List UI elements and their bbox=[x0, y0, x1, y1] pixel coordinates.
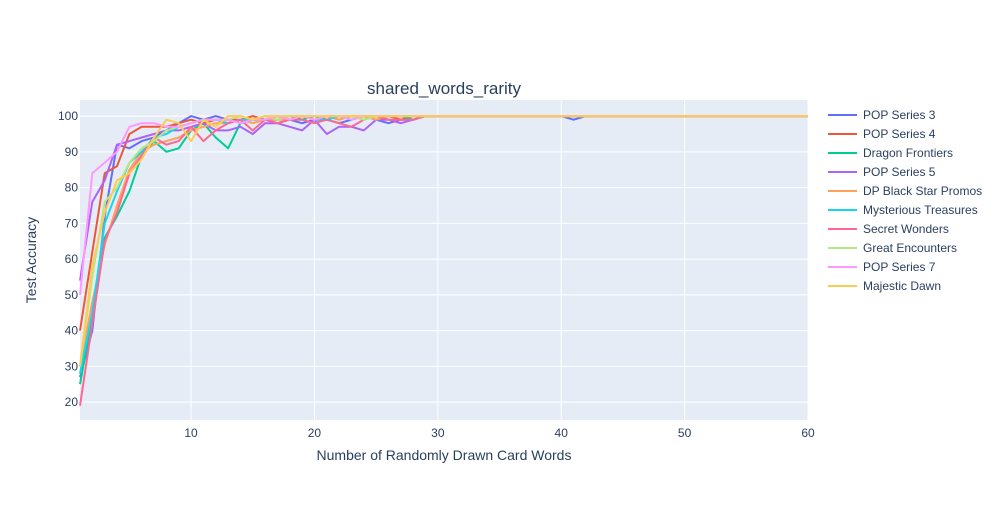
y-tick-label: 90 bbox=[65, 145, 79, 159]
grid-layer bbox=[80, 100, 809, 420]
legend-label: POP Series 3 bbox=[863, 108, 936, 122]
y-tick-label: 20 bbox=[65, 395, 79, 409]
x-tick-label: 40 bbox=[555, 426, 569, 440]
x-tick-label: 60 bbox=[801, 426, 815, 440]
tick-layer: 10 20 30 40 50 60 20 30 40 50 60 70 80 90 100 bbox=[58, 109, 815, 440]
y-tick-label: 50 bbox=[65, 288, 79, 302]
legend-label: Majestic Dawn bbox=[863, 279, 941, 293]
x-tick-label: 30 bbox=[431, 426, 445, 440]
series-layer bbox=[79, 115, 808, 406]
y-tick-label: 100 bbox=[58, 109, 78, 123]
legend-label: Dragon Frontiers bbox=[863, 146, 953, 160]
legend-label: POP Series 7 bbox=[863, 260, 936, 274]
legend-label: POP Series 5 bbox=[863, 165, 936, 179]
legend-item[interactable]: POP Series 5 bbox=[828, 165, 936, 179]
y-tick-label: 80 bbox=[65, 181, 79, 195]
legend-item[interactable]: Great Encounters bbox=[828, 241, 957, 255]
legend-item[interactable]: DP Black Star Promos bbox=[828, 184, 982, 198]
legend-item[interactable]: Majestic Dawn bbox=[828, 279, 941, 293]
y-tick-label: 40 bbox=[65, 324, 79, 338]
legend-item[interactable]: POP Series 7 bbox=[828, 260, 936, 274]
legend-item[interactable]: Secret Wonders bbox=[828, 222, 949, 236]
legend-label: DP Black Star Promos bbox=[863, 184, 982, 198]
legend-label: Great Encounters bbox=[863, 241, 957, 255]
legend-item[interactable]: POP Series 4 bbox=[828, 127, 936, 141]
plot-area-background bbox=[80, 100, 808, 420]
legend-label: Mysterious Treasures bbox=[863, 203, 978, 217]
x-axis-title: Number of Randomly Drawn Card Words bbox=[317, 447, 572, 463]
chart-title: shared_words_rarity bbox=[367, 79, 522, 98]
y-tick-label: 70 bbox=[65, 216, 79, 230]
x-tick-label: 10 bbox=[184, 426, 198, 440]
y-axis-title: Test Accuracy bbox=[23, 217, 39, 303]
legend-label: Secret Wonders bbox=[863, 222, 949, 236]
x-tick-label: 50 bbox=[678, 426, 692, 440]
series-line-9[interactable] bbox=[79, 115, 808, 367]
y-tick-label: 60 bbox=[65, 252, 79, 266]
legend[interactable]: POP Series 3 POP Series 4 Dragon Frontiers… bbox=[828, 108, 982, 293]
legend-item[interactable]: Mysterious Treasures bbox=[828, 203, 978, 217]
y-tick-label: 30 bbox=[65, 359, 79, 373]
x-tick-label: 20 bbox=[308, 426, 322, 440]
legend-label: POP Series 4 bbox=[863, 127, 936, 141]
legend-item[interactable]: POP Series 3 bbox=[828, 108, 936, 122]
legend-item[interactable]: Dragon Frontiers bbox=[828, 146, 953, 160]
